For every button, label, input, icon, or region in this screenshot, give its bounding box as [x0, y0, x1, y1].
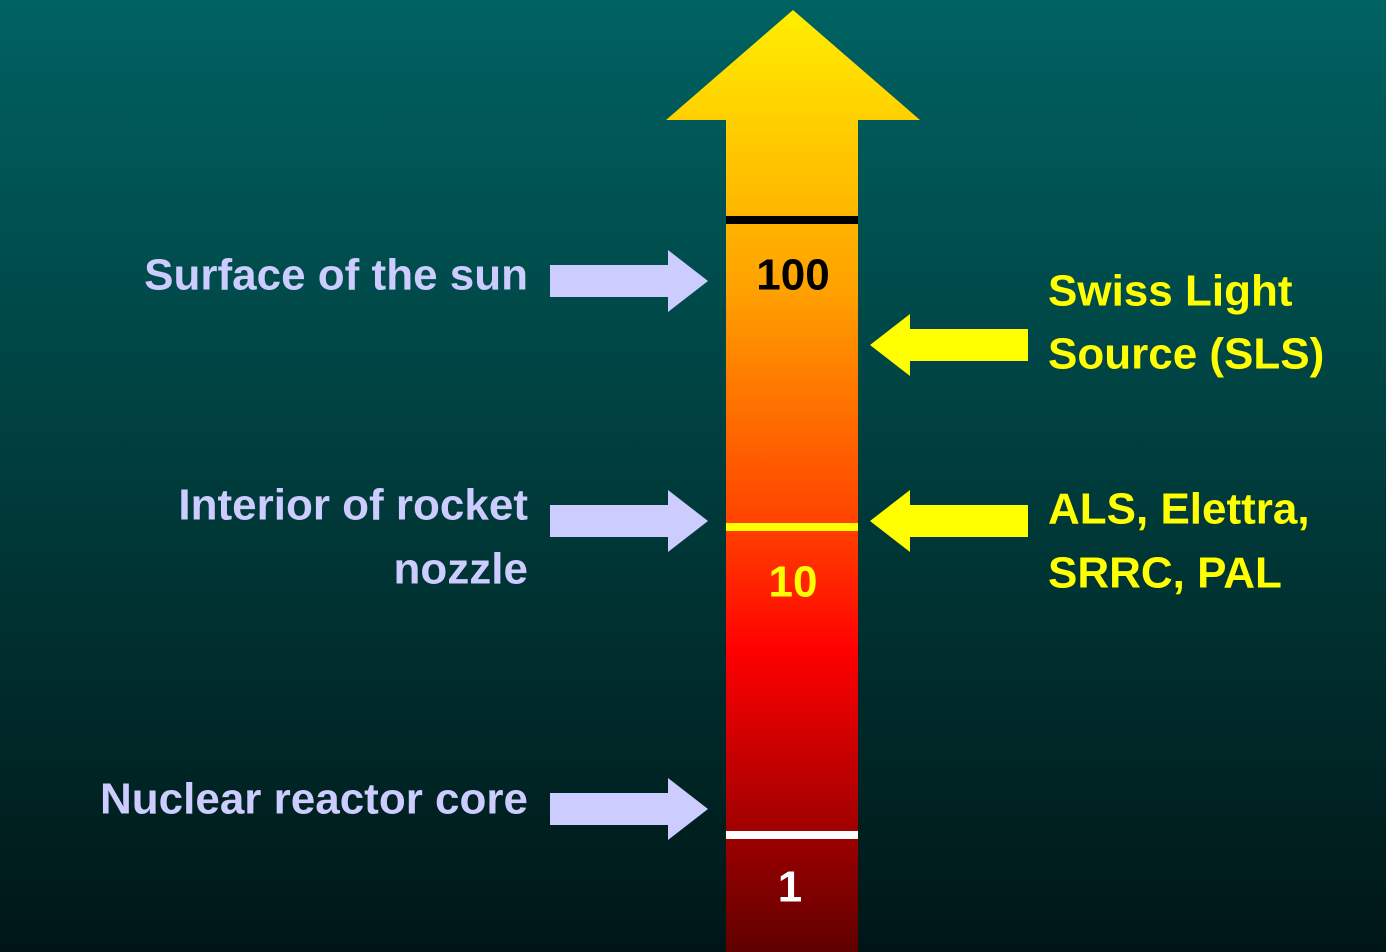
divider — [726, 523, 858, 531]
right-label: Source (SLS) — [1048, 330, 1324, 379]
divider — [726, 831, 858, 839]
scale-label: 1 — [778, 863, 802, 912]
scale-label: 10 — [769, 558, 818, 607]
left-label: Interior of rocket — [178, 481, 528, 530]
right-label: SRRC, PAL — [1048, 549, 1282, 598]
arrow — [870, 314, 1028, 376]
right-arrows — [870, 314, 1028, 552]
arrow — [870, 490, 1028, 552]
thermometer-arrow — [666, 10, 920, 952]
right-label: ALS, Elettra, — [1048, 485, 1310, 534]
arrow — [550, 778, 708, 840]
left-label: Nuclear reactor core — [100, 775, 528, 824]
left-arrows — [550, 250, 708, 840]
arrow — [550, 250, 708, 312]
left-label: Surface of the sun — [144, 251, 528, 300]
divider — [726, 216, 858, 224]
left-label: nozzle — [394, 545, 528, 594]
right-label: Swiss Light — [1048, 267, 1293, 316]
arrow — [550, 490, 708, 552]
scale-label: 100 — [756, 251, 829, 300]
